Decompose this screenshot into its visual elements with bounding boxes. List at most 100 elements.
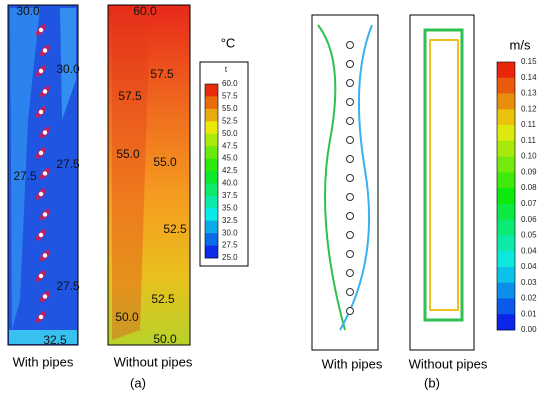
panel-tag: (b): [424, 375, 440, 390]
colorbar-band: [205, 245, 218, 259]
pipe-core: [42, 212, 48, 217]
colorbar-band: [205, 208, 218, 222]
pipe-core: [38, 273, 44, 279]
colorbar-tick-label: 0.06: [521, 215, 537, 224]
temperature-plot-without-pipes: [107, 4, 191, 346]
contour-label: 30.0: [56, 62, 80, 76]
colorbar-tick-label: 0.05: [521, 231, 537, 240]
pipe-core: [38, 27, 44, 33]
colorbar-tick-label: 0.11: [521, 120, 537, 129]
contour-label: 32.5: [43, 333, 67, 347]
colorbar-tick-label: 47.5: [222, 141, 238, 150]
colorbar-tick-label: 52.5: [222, 116, 238, 125]
colorbar-band: [205, 96, 218, 110]
colorbar-tick-label: 42.5: [222, 166, 238, 175]
contour-label: 55.0: [153, 155, 177, 169]
colorbar-tick-label: 0.10: [521, 152, 537, 161]
pipe-core: [42, 294, 48, 299]
colorbar-tick-label: 50.0: [222, 129, 238, 138]
caption: Without pipes: [114, 354, 193, 369]
contour-label: 27.5: [13, 169, 37, 183]
colorbar-band: [497, 140, 515, 157]
pipe-core: [38, 68, 44, 74]
pipe-core: [42, 48, 48, 53]
colorbar-tick-label: 0.12: [521, 104, 537, 113]
colorbar-title: t: [225, 65, 228, 74]
colorbar-band: [497, 251, 515, 268]
contour-label: 50.0: [115, 310, 139, 324]
colorbar-tick-label: 0.03: [521, 278, 537, 287]
colorbar-tick-label: 37.5: [222, 191, 238, 200]
colorbar-band: [497, 172, 515, 189]
colorbar-tick-label: 0.09: [521, 167, 537, 176]
colorbar-tick-label: 0.08: [521, 183, 537, 192]
colorbar-tick-label: 0.00: [521, 325, 537, 334]
contour-label: 27.5: [56, 157, 80, 171]
colorbar-band: [497, 203, 515, 220]
pipe-core: [38, 191, 44, 197]
pipe: [346, 193, 354, 201]
colorbar-band: [497, 109, 515, 126]
colorbar-outline: [204, 83, 219, 259]
colorbar-band: [497, 298, 515, 315]
pipe: [346, 41, 354, 49]
colorbar-band: [205, 183, 218, 197]
colorbar-tick-label: 0.04: [521, 262, 537, 271]
pipe-core: [38, 232, 44, 238]
pipe: [346, 250, 354, 258]
colorbar-band: [497, 77, 515, 94]
pipe: [346, 231, 354, 239]
contour-label: 30.0: [16, 4, 40, 18]
colorbar-unit: m/s: [510, 37, 531, 52]
caption: With pipes: [13, 354, 74, 369]
colorbar-band: [497, 282, 515, 299]
colorbar-tick-label: 55.0: [222, 104, 238, 113]
colorbar-tick-label: 25.0: [222, 253, 238, 262]
pipe-core: [38, 150, 44, 156]
colorbar-band: [497, 314, 515, 331]
colorbar-tick-label: 0.14: [521, 73, 537, 82]
pipe-core: [42, 89, 48, 94]
colorbar-band: [497, 235, 515, 252]
colorbar-tick-label: 0.15: [521, 57, 537, 66]
contour-label: 50.0: [153, 332, 177, 346]
colorbar-tick-label: 0.11: [521, 136, 537, 145]
colorbar-band: [205, 108, 218, 122]
pipe-core: [38, 314, 44, 320]
colorbar-band: [205, 220, 218, 234]
colorbar-band: [205, 133, 218, 147]
pipe: [346, 60, 354, 68]
contour-label: 57.5: [118, 89, 142, 103]
colorbar-band: [497, 156, 515, 173]
colorbar-band: [497, 266, 515, 284]
contour-label: 52.5: [151, 292, 175, 306]
contour-label: 52.5: [163, 222, 187, 236]
colorbar-band: [205, 121, 218, 135]
colorbar-band: [205, 146, 218, 159]
colorbar-tick-label: 0.04: [521, 246, 537, 255]
pipe: [346, 269, 354, 277]
velocity-plot-with-pipes: [311, 14, 379, 351]
velocity-plot-without-pipes: [409, 14, 475, 351]
panel-tag: (a): [130, 375, 146, 390]
pipe-core: [42, 253, 48, 258]
colorbar-band: [205, 158, 218, 172]
pipe: [346, 174, 354, 182]
colorbar-band: [497, 219, 515, 236]
contour-label: 27.5: [56, 279, 80, 293]
contour-label: 60.0: [133, 4, 157, 18]
colorbar-tick-label: 32.5: [222, 216, 238, 225]
caption: Without pipes: [409, 356, 488, 371]
pipe-core: [42, 171, 48, 176]
colorbar-tick-label: 0.13: [521, 89, 537, 98]
colorbar-tick-label: 30.0: [222, 228, 238, 237]
colorbar-tick-label: 35.0: [222, 203, 238, 212]
pipe-core: [42, 130, 48, 135]
colorbar-tick-label: 0.07: [521, 199, 537, 208]
colorbar-tick-label: 45.0: [222, 154, 238, 163]
colorbar-unit: °C: [221, 35, 236, 50]
contour-label: 57.5: [150, 67, 174, 81]
pipe: [346, 307, 354, 315]
pipe: [346, 117, 354, 125]
